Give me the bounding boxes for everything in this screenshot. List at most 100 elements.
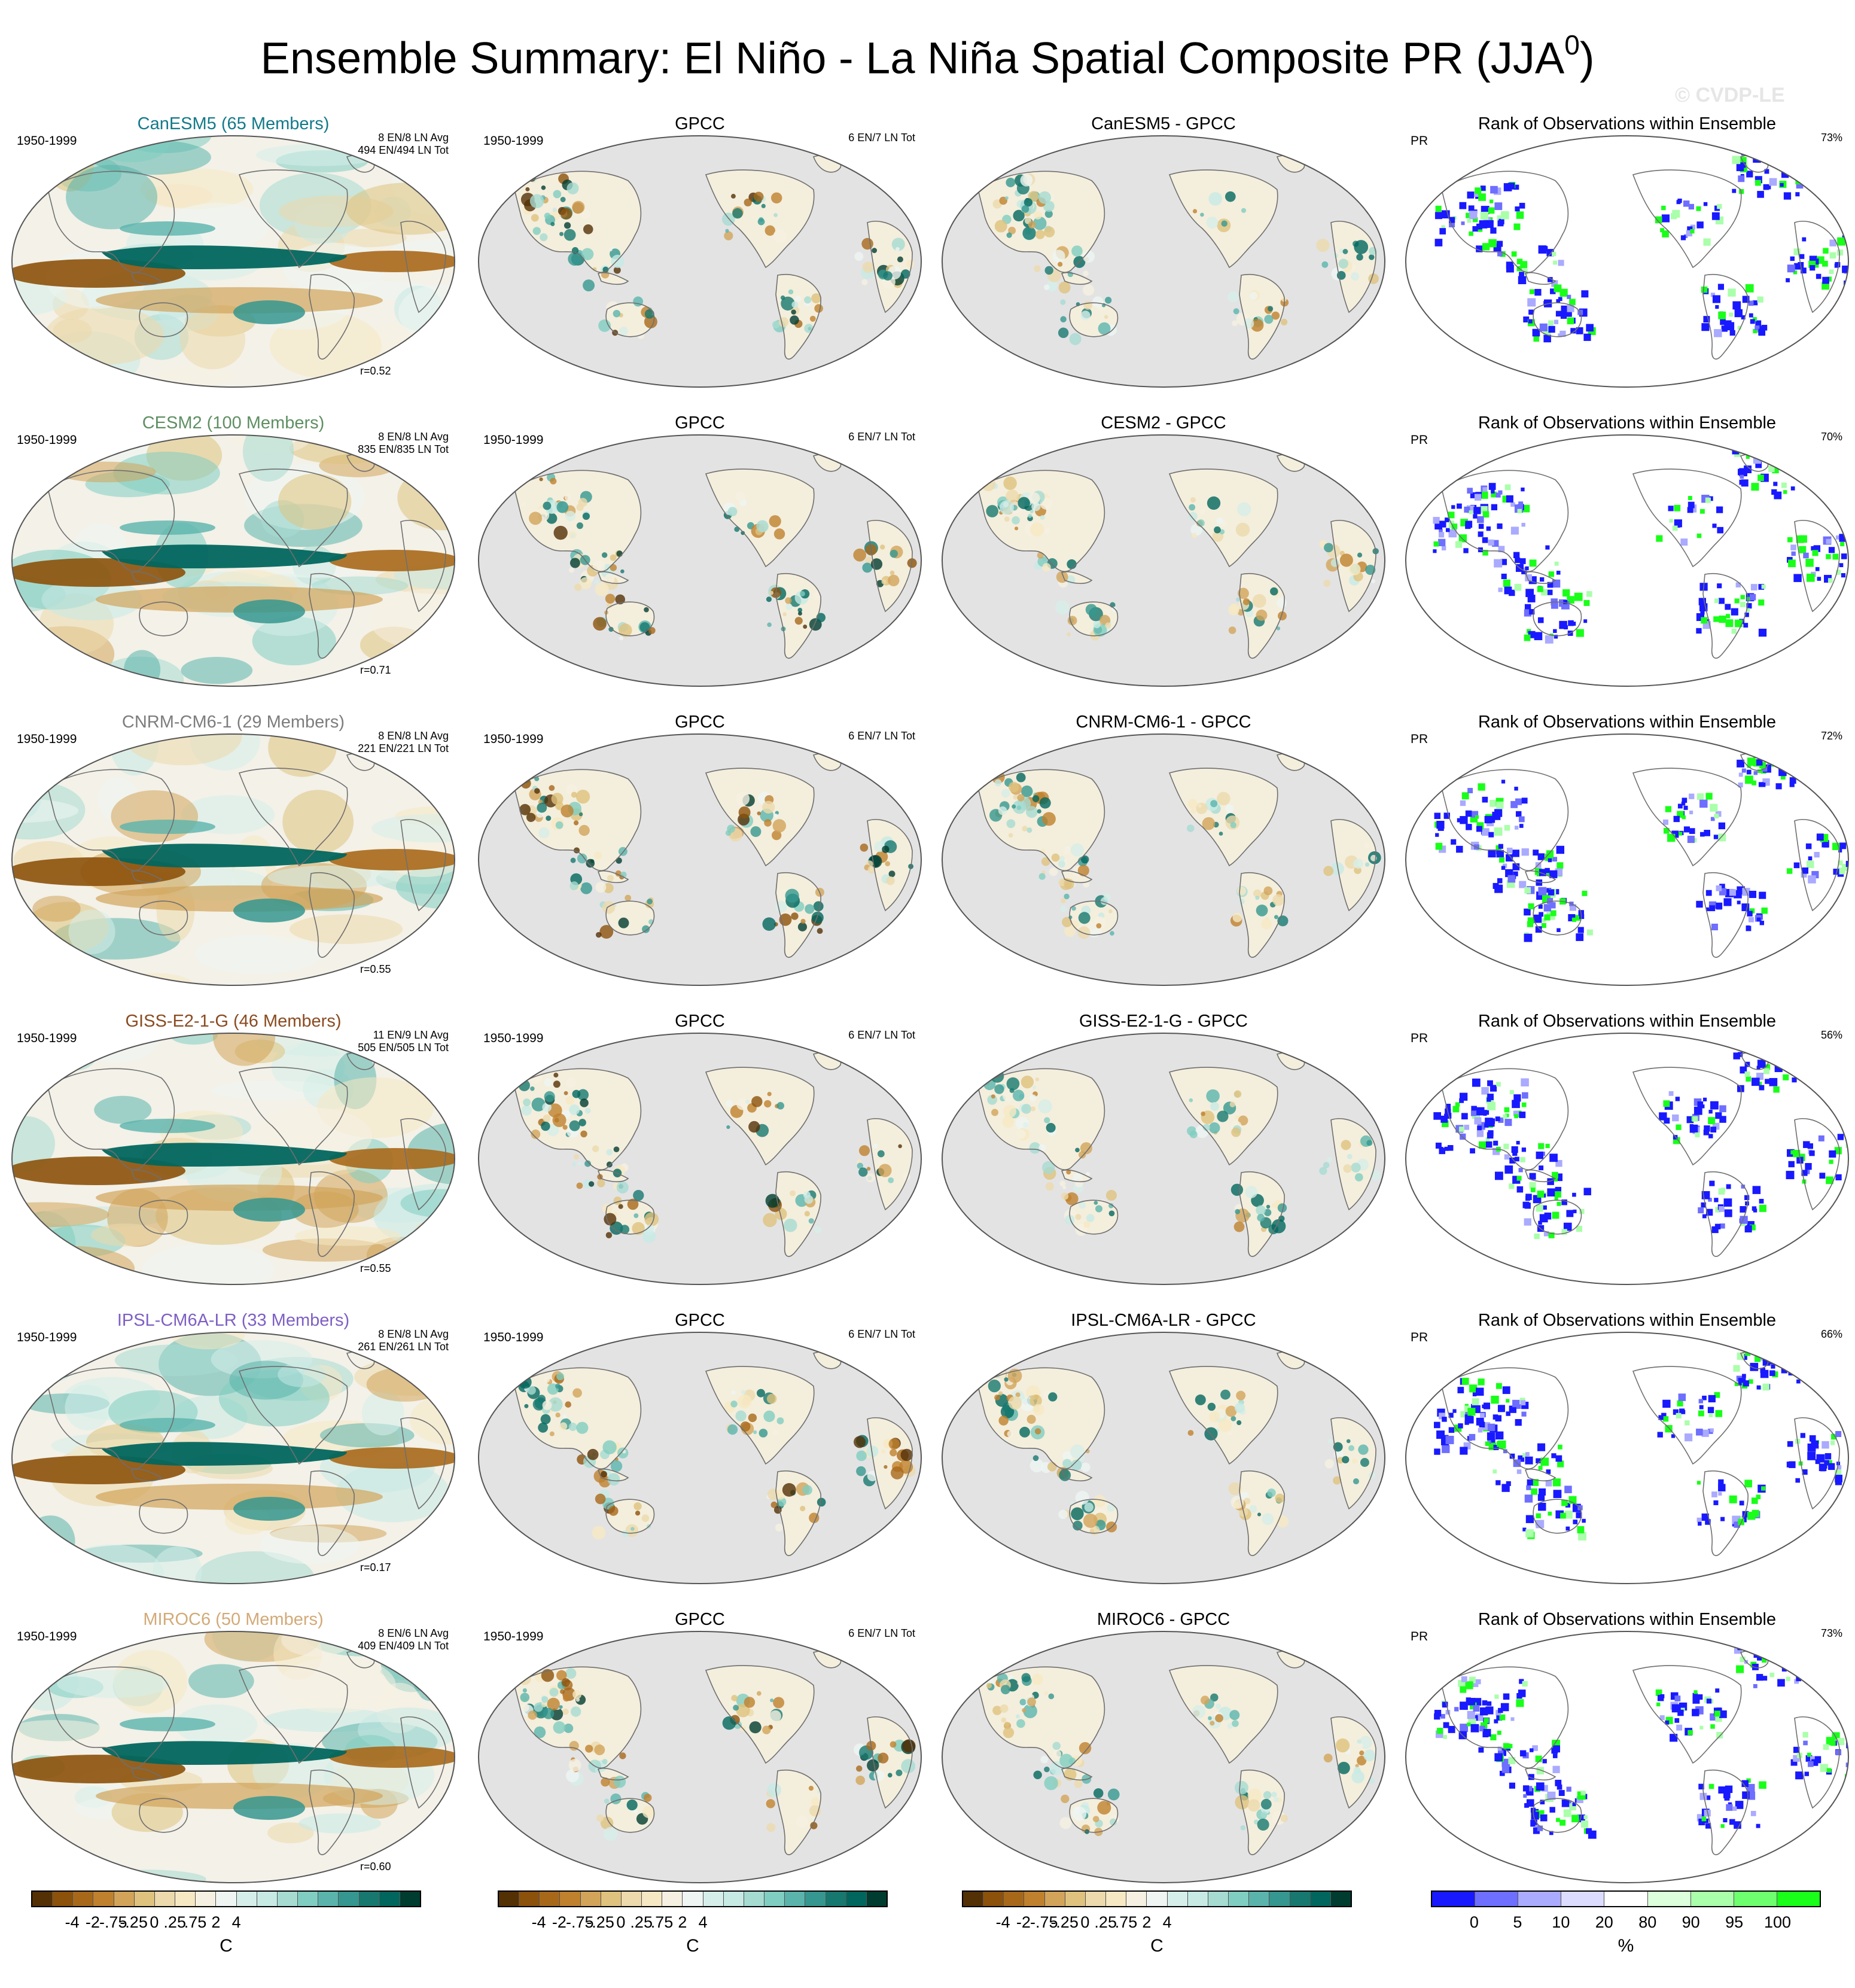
rank-cell: [1561, 1199, 1567, 1205]
rank-cell: [1548, 320, 1554, 326]
station-anomaly: [994, 779, 1002, 787]
rank-cell: [1542, 1759, 1547, 1764]
period-label: 1950-1999: [17, 134, 77, 148]
rank-cell: [1569, 1803, 1576, 1811]
rank-cell: [1716, 1731, 1723, 1739]
rank-cell: [1519, 824, 1524, 828]
coastline-africa-edge: [1330, 221, 1376, 313]
rank-cell: [1548, 1232, 1555, 1238]
rank-cell: [1748, 300, 1754, 306]
rank-cell: [1441, 225, 1445, 229]
rank-background: [1406, 136, 1848, 387]
coastline-south-america: [1702, 274, 1749, 360]
station-anomaly: [813, 901, 824, 912]
event-counts: 8 EN/8 LN Avg 221 EN/221 LN Tot: [358, 730, 449, 755]
colorbar-swatch: [1518, 1892, 1562, 1906]
wet-blob: [233, 1796, 305, 1820]
coastline-asia: [47, 470, 175, 572]
rank-cell: [1475, 187, 1482, 194]
station-anomaly: [1022, 1707, 1027, 1713]
rank-cell: [1550, 910, 1557, 917]
panel-title: Rank of Observations within Ensemble: [1478, 1012, 1777, 1031]
rank-cell: [1824, 1460, 1829, 1466]
rank-cell: [1521, 1147, 1527, 1152]
station-anomaly: [1363, 1749, 1376, 1762]
anomaly-blob: [260, 1526, 360, 1564]
rank-cell: [1548, 1511, 1552, 1516]
rank-cell: [1696, 628, 1702, 634]
rank-cell: [1513, 552, 1520, 558]
station-anomaly: [791, 912, 799, 920]
rank-cell: [1725, 614, 1731, 619]
rank-cell: [1748, 917, 1754, 923]
panel-title: GISS-E2-1-G - GPCC: [1079, 1012, 1248, 1031]
anomaly-blob: [57, 1670, 170, 1698]
anomaly-blob: [41, 578, 142, 621]
rank-cell: [1772, 145, 1781, 154]
colorbar-swatch: [703, 1892, 724, 1906]
anomaly-blob: [65, 1384, 111, 1431]
station-anomaly: [1004, 196, 1009, 200]
pattern-correlation: r=0.55: [360, 1262, 391, 1274]
coastline-north-america: [1168, 1665, 1278, 1764]
rank-cell: [1515, 1156, 1519, 1162]
rank-cell: [1536, 1782, 1545, 1791]
rank-cell: [1723, 898, 1732, 906]
station-anomaly: [785, 597, 792, 604]
rank-cell: [1719, 1116, 1726, 1123]
station-anomaly: [1227, 1722, 1233, 1729]
station-anomaly: [1071, 1459, 1082, 1471]
rank-cell: [1467, 1408, 1476, 1416]
rank-cell: [1717, 203, 1722, 209]
station-anomaly: [553, 190, 562, 199]
station-anomaly: [1356, 254, 1363, 261]
rank-cell: [1793, 862, 1800, 869]
rank-cell: [1663, 1100, 1670, 1107]
station-anomaly: [994, 1395, 1000, 1401]
station-anomaly: [570, 857, 576, 863]
rank-cell: [1465, 520, 1473, 528]
rank-cell: [1517, 509, 1522, 514]
rank-cell: [1497, 251, 1503, 257]
station-anomaly: [1073, 1806, 1080, 1814]
rank-cell: [1536, 1513, 1541, 1518]
rank-cell: [1553, 1490, 1562, 1499]
station-anomaly: [1042, 563, 1051, 572]
rank-cell: [1759, 1085, 1765, 1091]
rank-cell: [1676, 1412, 1682, 1419]
coastline-maritime: [1061, 870, 1093, 884]
rank-cell: [1740, 1206, 1747, 1213]
station-anomaly: [1085, 604, 1098, 616]
rank-cell: [1839, 842, 1847, 850]
station-anomaly: [1000, 1704, 1009, 1713]
station-anomaly: [542, 1401, 552, 1411]
rank-cell: [1511, 1146, 1518, 1153]
station-anomaly: [733, 1704, 739, 1711]
station-anomaly: [1319, 1167, 1327, 1175]
station-anomaly: [726, 1125, 730, 1130]
rank-cell: [1549, 1153, 1558, 1162]
station-anomaly: [1190, 497, 1196, 503]
station-anomaly: [1037, 552, 1044, 559]
rank-cell: [1565, 1526, 1570, 1531]
station-anomaly: [1050, 1761, 1064, 1775]
station-anomaly: [865, 556, 873, 564]
rank-cell: [1486, 526, 1491, 531]
coastline-australia: [1069, 1499, 1119, 1534]
rank-cell: [1576, 629, 1584, 637]
station-anomaly: [1216, 517, 1224, 525]
rank-cell: [1775, 450, 1783, 458]
rank-cell: [1826, 554, 1831, 559]
station-anomaly: [992, 1706, 1002, 1715]
rank-cell: [1688, 496, 1692, 500]
station-anomaly: [887, 1773, 893, 1778]
coastline-australia: [605, 601, 655, 637]
rank-cell: [1769, 154, 1776, 162]
station-anomaly: [744, 1697, 756, 1708]
coastline-south-america: [775, 274, 821, 360]
rank-cell: [1448, 1427, 1455, 1433]
variable-label: PR: [1411, 433, 1428, 447]
rank-cell: [1674, 1718, 1680, 1723]
station-anomaly: [1044, 284, 1050, 290]
coastline-maritime: [1061, 1169, 1093, 1183]
